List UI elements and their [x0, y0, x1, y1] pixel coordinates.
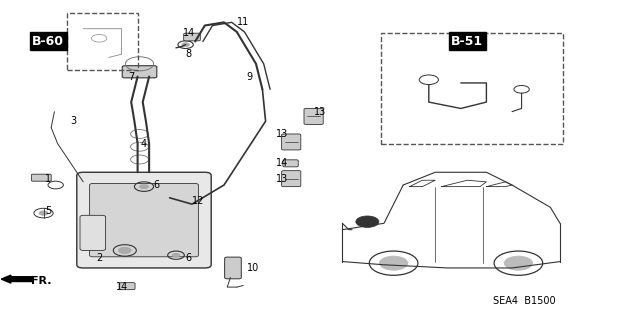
Circle shape	[140, 184, 148, 189]
FancyArrow shape	[1, 275, 33, 283]
Text: 6: 6	[154, 180, 160, 190]
Circle shape	[504, 256, 532, 270]
Text: 10: 10	[246, 263, 259, 273]
Circle shape	[182, 43, 189, 47]
Circle shape	[39, 211, 48, 215]
Text: 6: 6	[186, 253, 192, 263]
Text: 7: 7	[128, 71, 134, 82]
FancyBboxPatch shape	[282, 134, 301, 150]
FancyBboxPatch shape	[120, 283, 135, 290]
Text: 9: 9	[246, 71, 253, 82]
Text: 1: 1	[45, 174, 51, 184]
Circle shape	[118, 247, 131, 254]
Text: 12: 12	[192, 196, 205, 206]
FancyBboxPatch shape	[31, 174, 51, 181]
Text: 14: 14	[182, 28, 195, 39]
Text: 14: 14	[275, 158, 288, 168]
Text: SEA4  B1500: SEA4 B1500	[493, 296, 556, 307]
FancyBboxPatch shape	[80, 215, 106, 250]
FancyBboxPatch shape	[184, 33, 200, 41]
Text: 11: 11	[237, 17, 250, 27]
FancyBboxPatch shape	[122, 66, 157, 78]
FancyBboxPatch shape	[90, 183, 198, 257]
Circle shape	[356, 216, 379, 227]
FancyBboxPatch shape	[304, 108, 323, 124]
FancyBboxPatch shape	[282, 171, 301, 187]
Text: 5: 5	[45, 205, 51, 216]
Text: 13: 13	[314, 107, 326, 117]
FancyBboxPatch shape	[225, 257, 241, 279]
Text: 3: 3	[70, 116, 77, 126]
Circle shape	[380, 256, 408, 270]
Text: 13: 13	[275, 129, 288, 139]
Text: 13: 13	[275, 174, 288, 184]
Text: 8: 8	[186, 49, 192, 59]
Text: B-51: B-51	[451, 35, 483, 48]
Circle shape	[172, 253, 180, 257]
Text: FR.: FR.	[31, 276, 52, 286]
FancyBboxPatch shape	[283, 160, 298, 167]
Text: 2: 2	[96, 253, 102, 263]
Text: 4: 4	[141, 138, 147, 149]
Text: 14: 14	[115, 282, 128, 292]
FancyBboxPatch shape	[77, 172, 211, 268]
Text: B-60: B-60	[32, 35, 64, 48]
